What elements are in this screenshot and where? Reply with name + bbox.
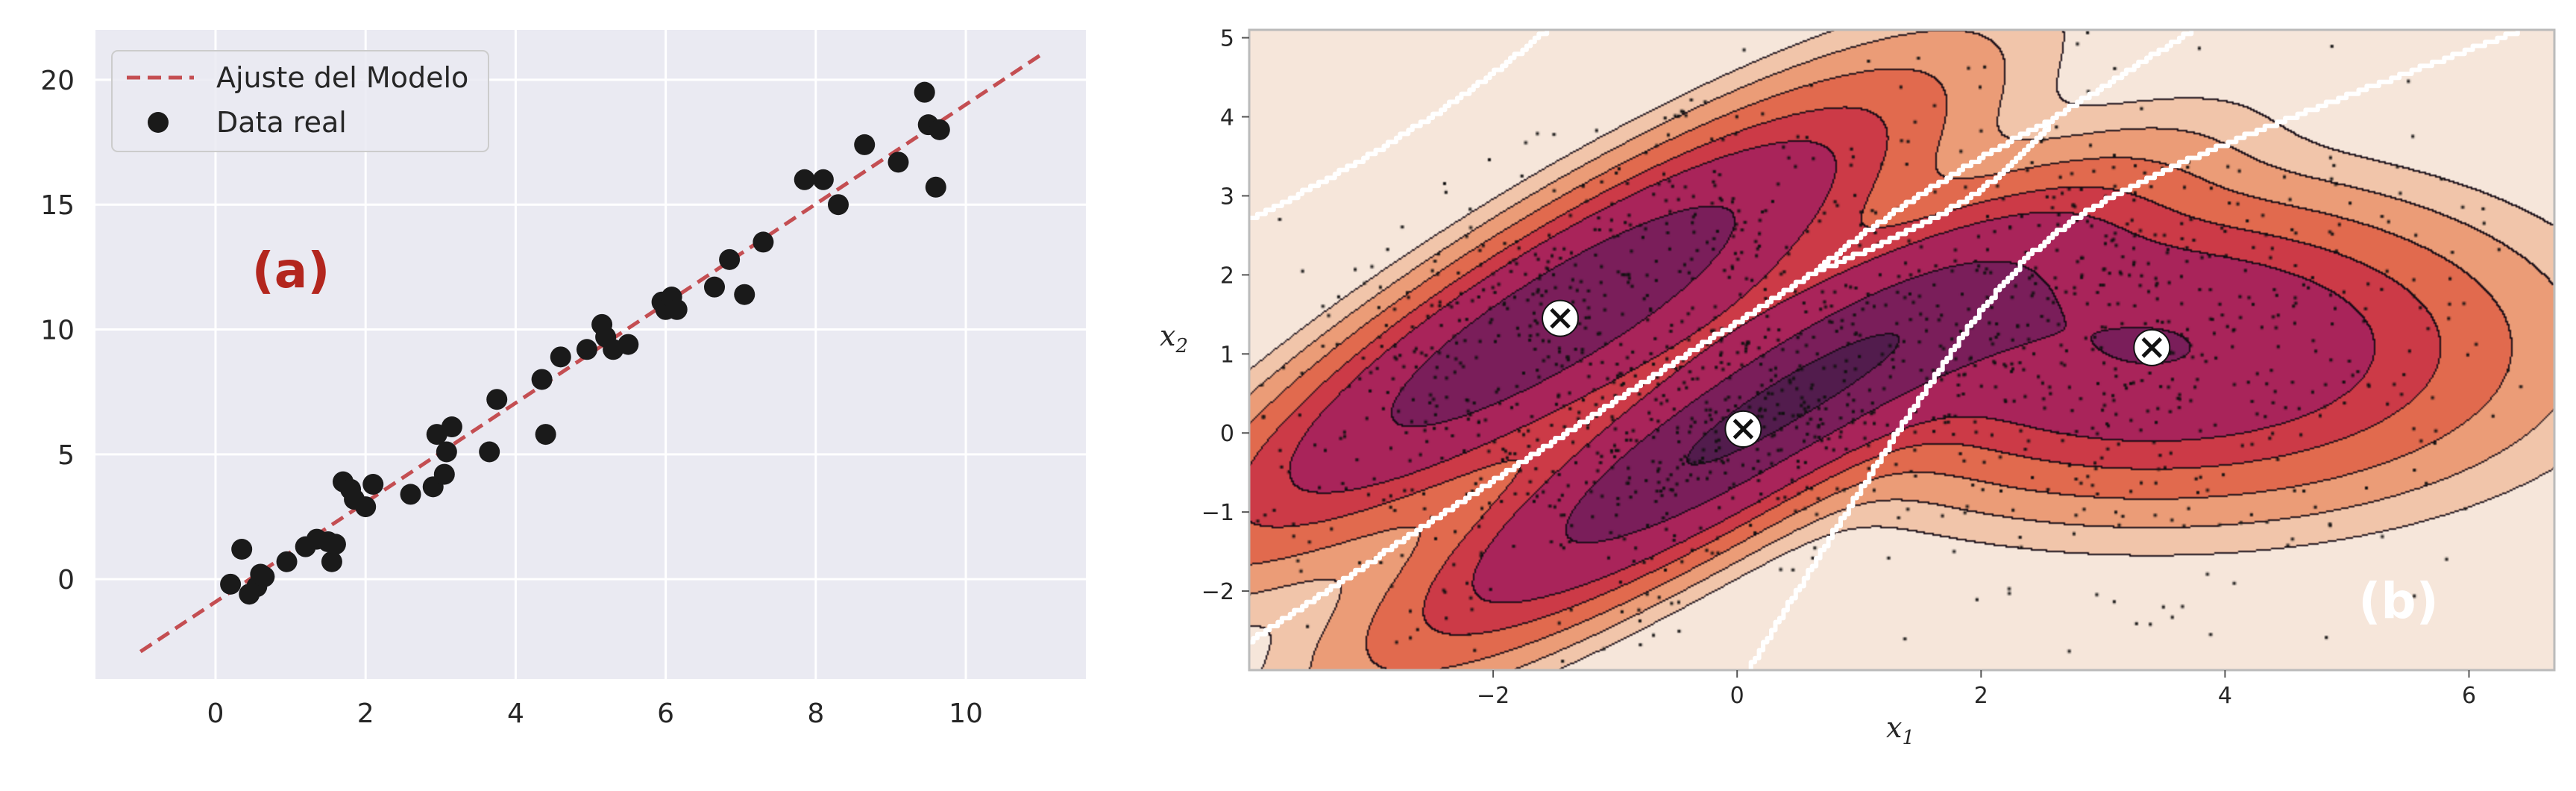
data-points [220, 81, 950, 605]
x-tick-label: 0 [1730, 683, 1744, 709]
data-point [925, 176, 946, 198]
data-point [276, 551, 298, 572]
data-point [576, 339, 597, 360]
data-point [400, 484, 421, 505]
x-tick-label: 10 [949, 698, 983, 729]
data-point [254, 566, 275, 587]
data-point [888, 151, 909, 173]
panel-b-contour-plot: −2 0 2 4 6 −2 −1 0 1 2 3 4 5 x1 x2 (b) [1160, 26, 2556, 749]
density-contour-fill [1249, 30, 2554, 670]
data-point [355, 496, 377, 518]
component-means [1542, 299, 2171, 448]
y-tick-label: 5 [1220, 26, 1234, 52]
data-point [535, 424, 556, 445]
data-point [812, 169, 834, 190]
legend-point-swatch [148, 112, 169, 133]
data-point [794, 169, 815, 190]
panel-label-a: (a) [252, 242, 330, 299]
data-point [433, 463, 455, 485]
data-point [550, 346, 571, 368]
decision-boundary [1249, 30, 2520, 670]
tick-labels-a: 0 2 4 6 8 10 0 5 10 15 20 [40, 66, 983, 729]
y-tick-label: 2 [1220, 263, 1234, 289]
mean-marker [1542, 299, 1580, 337]
x-tick-label: 2 [357, 698, 374, 729]
data-point [441, 416, 462, 438]
data-point [914, 81, 935, 103]
y-tick-label: 4 [1220, 105, 1234, 131]
legend: Ajuste del Modelo Data real [111, 50, 489, 152]
y-tick-label: −2 [1201, 579, 1234, 605]
x-tick-label: 8 [807, 698, 824, 729]
legend-box [111, 50, 489, 152]
data-point [618, 334, 639, 355]
legend-label-data: Data real [216, 106, 347, 139]
data-point [719, 248, 741, 270]
x-axis-label: x1 [1886, 711, 1914, 749]
mean-marker [1724, 410, 1762, 448]
x-tick-label: 4 [507, 698, 524, 729]
y-tick-label: 0 [1220, 421, 1234, 447]
mean-marker [2133, 328, 2171, 366]
data-point [854, 134, 876, 155]
tick-labels-b: −2 0 2 4 6 −2 −1 0 1 2 3 4 5 [1201, 26, 2476, 709]
grid-a [95, 30, 1086, 679]
x-tick-label: 0 [207, 698, 224, 729]
data-point [828, 194, 849, 216]
legend-label-fit: Ajuste del Modelo [216, 61, 468, 94]
data-point [436, 441, 457, 463]
data-point [486, 389, 508, 410]
panel-a-scatter-plot: 0 2 4 6 8 10 0 5 10 15 20 Ajuste del Modelo Data r… [40, 30, 1086, 729]
x-tick-label: 4 [2218, 683, 2232, 709]
y-tick-label: −1 [1201, 500, 1234, 526]
data-point [734, 284, 755, 305]
data-point [531, 369, 553, 390]
y-tick-label: 5 [57, 440, 75, 471]
y-tick-label: 0 [57, 565, 75, 595]
data-point [324, 534, 346, 555]
y-tick-label: 15 [40, 190, 75, 221]
y-tick-label: 10 [40, 316, 75, 346]
y-tick-label: 3 [1220, 184, 1234, 210]
x-tick-label: 2 [1974, 683, 1988, 709]
data-point [929, 119, 950, 140]
data-point [704, 276, 725, 298]
y-tick-label: 1 [1220, 342, 1234, 368]
data-point [753, 231, 774, 253]
data-point [321, 551, 342, 572]
data-point [362, 474, 384, 495]
y-tick-label: 20 [40, 66, 75, 96]
data-point [231, 539, 253, 560]
x-tick-label: 6 [657, 698, 674, 729]
plot-frame-b [1248, 28, 2556, 672]
y-axis-label: x2 [1160, 319, 1188, 357]
data-point [479, 441, 500, 463]
panel-label-b: (b) [2358, 572, 2439, 630]
data-point [666, 298, 688, 320]
x-tick-label: 6 [2462, 683, 2476, 709]
x-tick-label: −2 [1477, 683, 1510, 709]
boundary-segments [1249, 30, 2520, 670]
data-point [220, 573, 242, 595]
